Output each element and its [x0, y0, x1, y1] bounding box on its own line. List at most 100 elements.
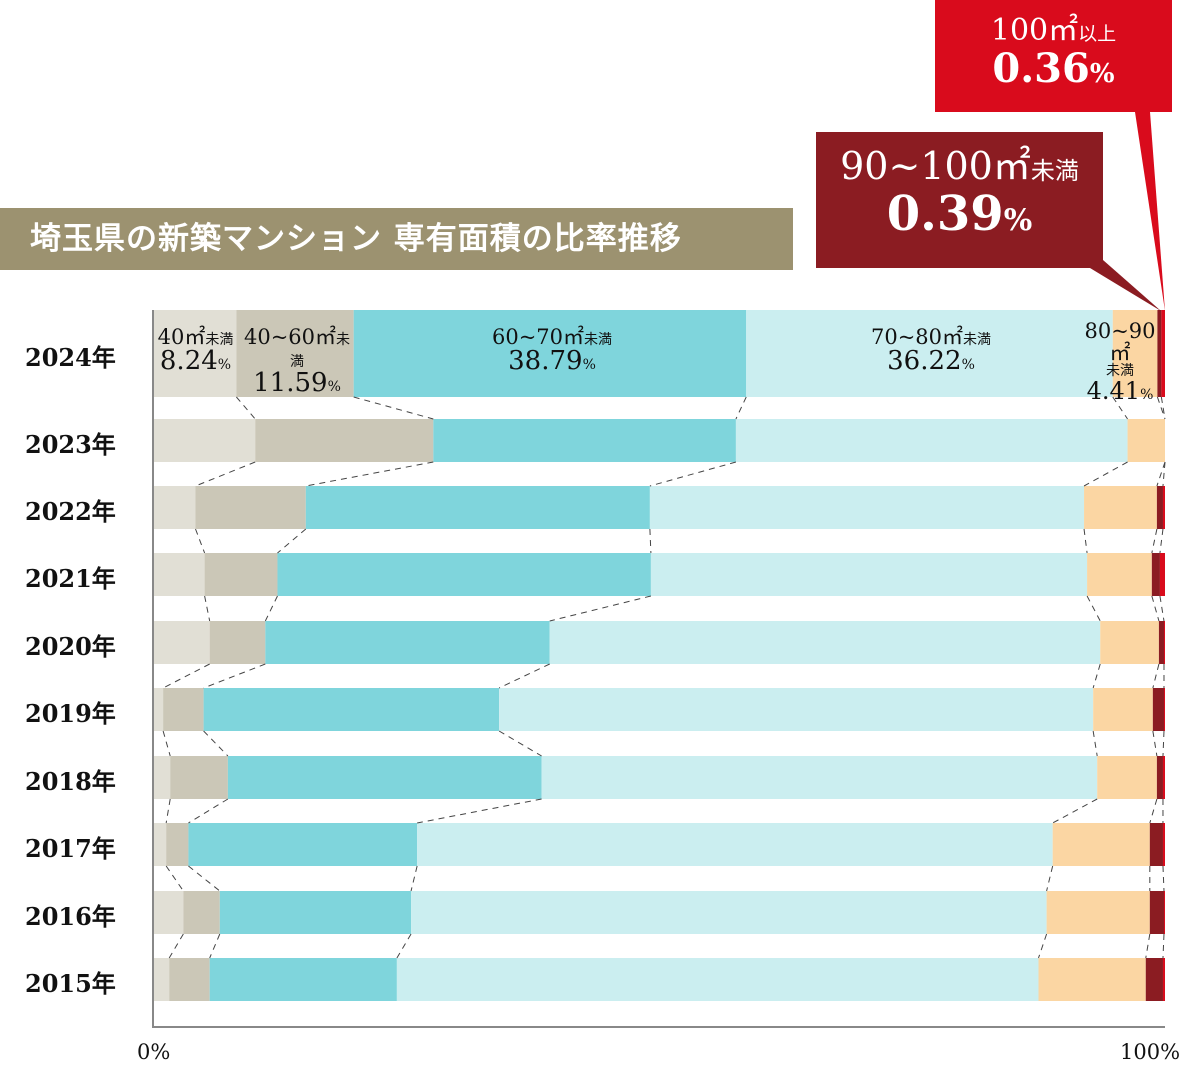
- chart-title: 埼玉県の新築マンション 専有面積の比率推移: [0, 208, 793, 270]
- connector-line: [1046, 865, 1054, 892]
- year-label: 2015年: [25, 968, 116, 998]
- bar-segment: [1157, 310, 1162, 397]
- connector-line: [1162, 933, 1165, 959]
- bar-segment: [255, 419, 434, 462]
- bar-segment: [1149, 823, 1163, 866]
- connector-line: [410, 865, 418, 892]
- connector-line: [203, 663, 266, 689]
- bar-segment: [153, 486, 196, 529]
- callout-pointer: [1135, 112, 1165, 311]
- year-label: 2020年: [25, 631, 116, 661]
- connector-line: [735, 396, 747, 420]
- bar-segment: [1046, 891, 1150, 934]
- x-tick-0: 0%: [137, 1040, 171, 1064]
- bar-segment: [1163, 621, 1165, 664]
- connector-line: [165, 798, 171, 824]
- bar-segment: [411, 891, 1047, 934]
- bar-segment: [265, 621, 550, 664]
- connector-line: [1152, 663, 1160, 689]
- connector-line: [236, 396, 256, 420]
- connector-line: [1162, 730, 1165, 757]
- connector-line: [162, 663, 210, 689]
- connector-line: [396, 933, 412, 959]
- connector-line: [1145, 933, 1151, 959]
- bar-segment: [649, 486, 1085, 529]
- connector-line: [1092, 730, 1098, 757]
- connector-line: [203, 730, 229, 757]
- connector-line: [1112, 396, 1128, 420]
- label-70-80: 70~80㎡未満 36.22%: [870, 325, 992, 377]
- connector-line: [305, 461, 434, 487]
- connector-line: [1159, 595, 1165, 622]
- callout-90-100: 90~100㎡未満 0.39%: [816, 132, 1103, 268]
- connector-line: [188, 865, 221, 892]
- bar-segment: [163, 688, 204, 731]
- bar-segment: [1087, 553, 1152, 596]
- bar-segment: [433, 419, 736, 462]
- bar-segment: [1163, 688, 1165, 731]
- year-label: 2019年: [25, 698, 116, 728]
- connector-line: [649, 461, 737, 487]
- connector-line: [1159, 528, 1164, 554]
- bar-segment: [1145, 958, 1163, 1001]
- bar-segment: [183, 891, 220, 934]
- connector-line: [1052, 798, 1098, 824]
- bar-segment: [1100, 621, 1159, 664]
- bar-segment: [209, 958, 397, 1001]
- bar-segment: [541, 756, 1098, 799]
- bar-segment: [153, 419, 256, 462]
- connector-line: [649, 528, 652, 554]
- connector-line: [195, 461, 256, 487]
- connector-line: [1156, 396, 1166, 420]
- year-label: 2016年: [25, 901, 116, 931]
- callout-pointer: [1090, 260, 1161, 311]
- bar-segment: [1084, 486, 1157, 529]
- connector-line: [549, 595, 652, 622]
- bar-segment: [153, 621, 210, 664]
- connector-line: [1083, 461, 1128, 487]
- year-label: 2024年: [25, 342, 116, 372]
- connector-line: [417, 798, 542, 824]
- connector-line: [1162, 865, 1165, 892]
- bar-segment: [204, 553, 278, 596]
- bar-segment: [1162, 958, 1165, 1001]
- bar-segment: [195, 486, 306, 529]
- bar-segment: [1158, 621, 1164, 664]
- bar-segment: [1127, 419, 1165, 462]
- bar-segment: [735, 419, 1128, 462]
- bar-segment: [227, 756, 542, 799]
- label-60-70: 60~70㎡未満 38.79%: [491, 325, 613, 377]
- bar-segment: [1151, 553, 1160, 596]
- year-label: 2023年: [25, 429, 116, 459]
- connector-line: [168, 933, 184, 959]
- connector-line: [1156, 461, 1166, 487]
- bar-segment: [746, 310, 1113, 397]
- bar-segment: [1162, 486, 1165, 529]
- bar-segment: [277, 553, 651, 596]
- bar-segment: [219, 891, 412, 934]
- year-label: 2022年: [25, 496, 116, 526]
- connector-line: [277, 528, 307, 554]
- year-label: 2017年: [25, 833, 116, 863]
- connector-line: [1151, 595, 1160, 622]
- connector-line: [353, 396, 434, 420]
- connector-line: [1160, 396, 1166, 420]
- bar-segment: [353, 310, 747, 397]
- connector-line: [165, 865, 184, 892]
- bar-segment: [549, 621, 1101, 664]
- bar-segment: [170, 756, 228, 799]
- connector-line: [498, 663, 550, 689]
- connector-line: [1038, 933, 1048, 959]
- bar-segment: [1162, 756, 1165, 799]
- bar-segment: [153, 823, 167, 866]
- bar-segment: [166, 823, 189, 866]
- bar-segment: [1097, 756, 1157, 799]
- bar-segment: [153, 958, 170, 1001]
- connector-line: [204, 595, 211, 622]
- bar-segment: [650, 553, 1088, 596]
- connector-line: [1162, 461, 1166, 487]
- bar-segment: [499, 688, 1094, 731]
- bar-segment: [396, 958, 1039, 1001]
- callout-100-plus: 100㎡以上 0.36%: [935, 0, 1172, 112]
